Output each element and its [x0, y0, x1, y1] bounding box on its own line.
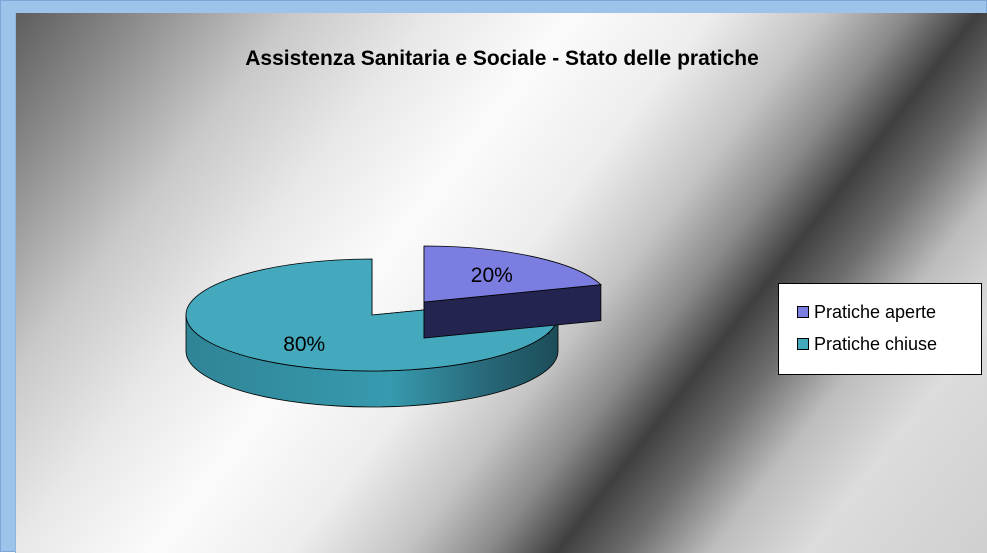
pie-slice-1 [423, 245, 602, 339]
legend-label: Pratiche chiuse [814, 333, 938, 354]
chart-legend: Pratiche aperte Pratiche chiuse [778, 283, 982, 375]
chart-area: Assistenza Sanitaria e Sociale - Stato d… [15, 13, 987, 553]
legend-item-2: Pratiche chiuse [797, 328, 981, 360]
data-label-1: 20% [471, 264, 513, 287]
legend-swatch-icon [797, 306, 809, 318]
legend-item-1: Pratiche aperte [797, 296, 981, 328]
data-label-2: 80% [283, 333, 325, 356]
legend-label: Pratiche aperte [814, 301, 937, 322]
chart-title: Assistenza Sanitaria e Sociale - Stato d… [245, 47, 759, 70]
legend-swatch-icon [797, 338, 809, 350]
pie-chart: 80% 20% [185, 245, 602, 408]
